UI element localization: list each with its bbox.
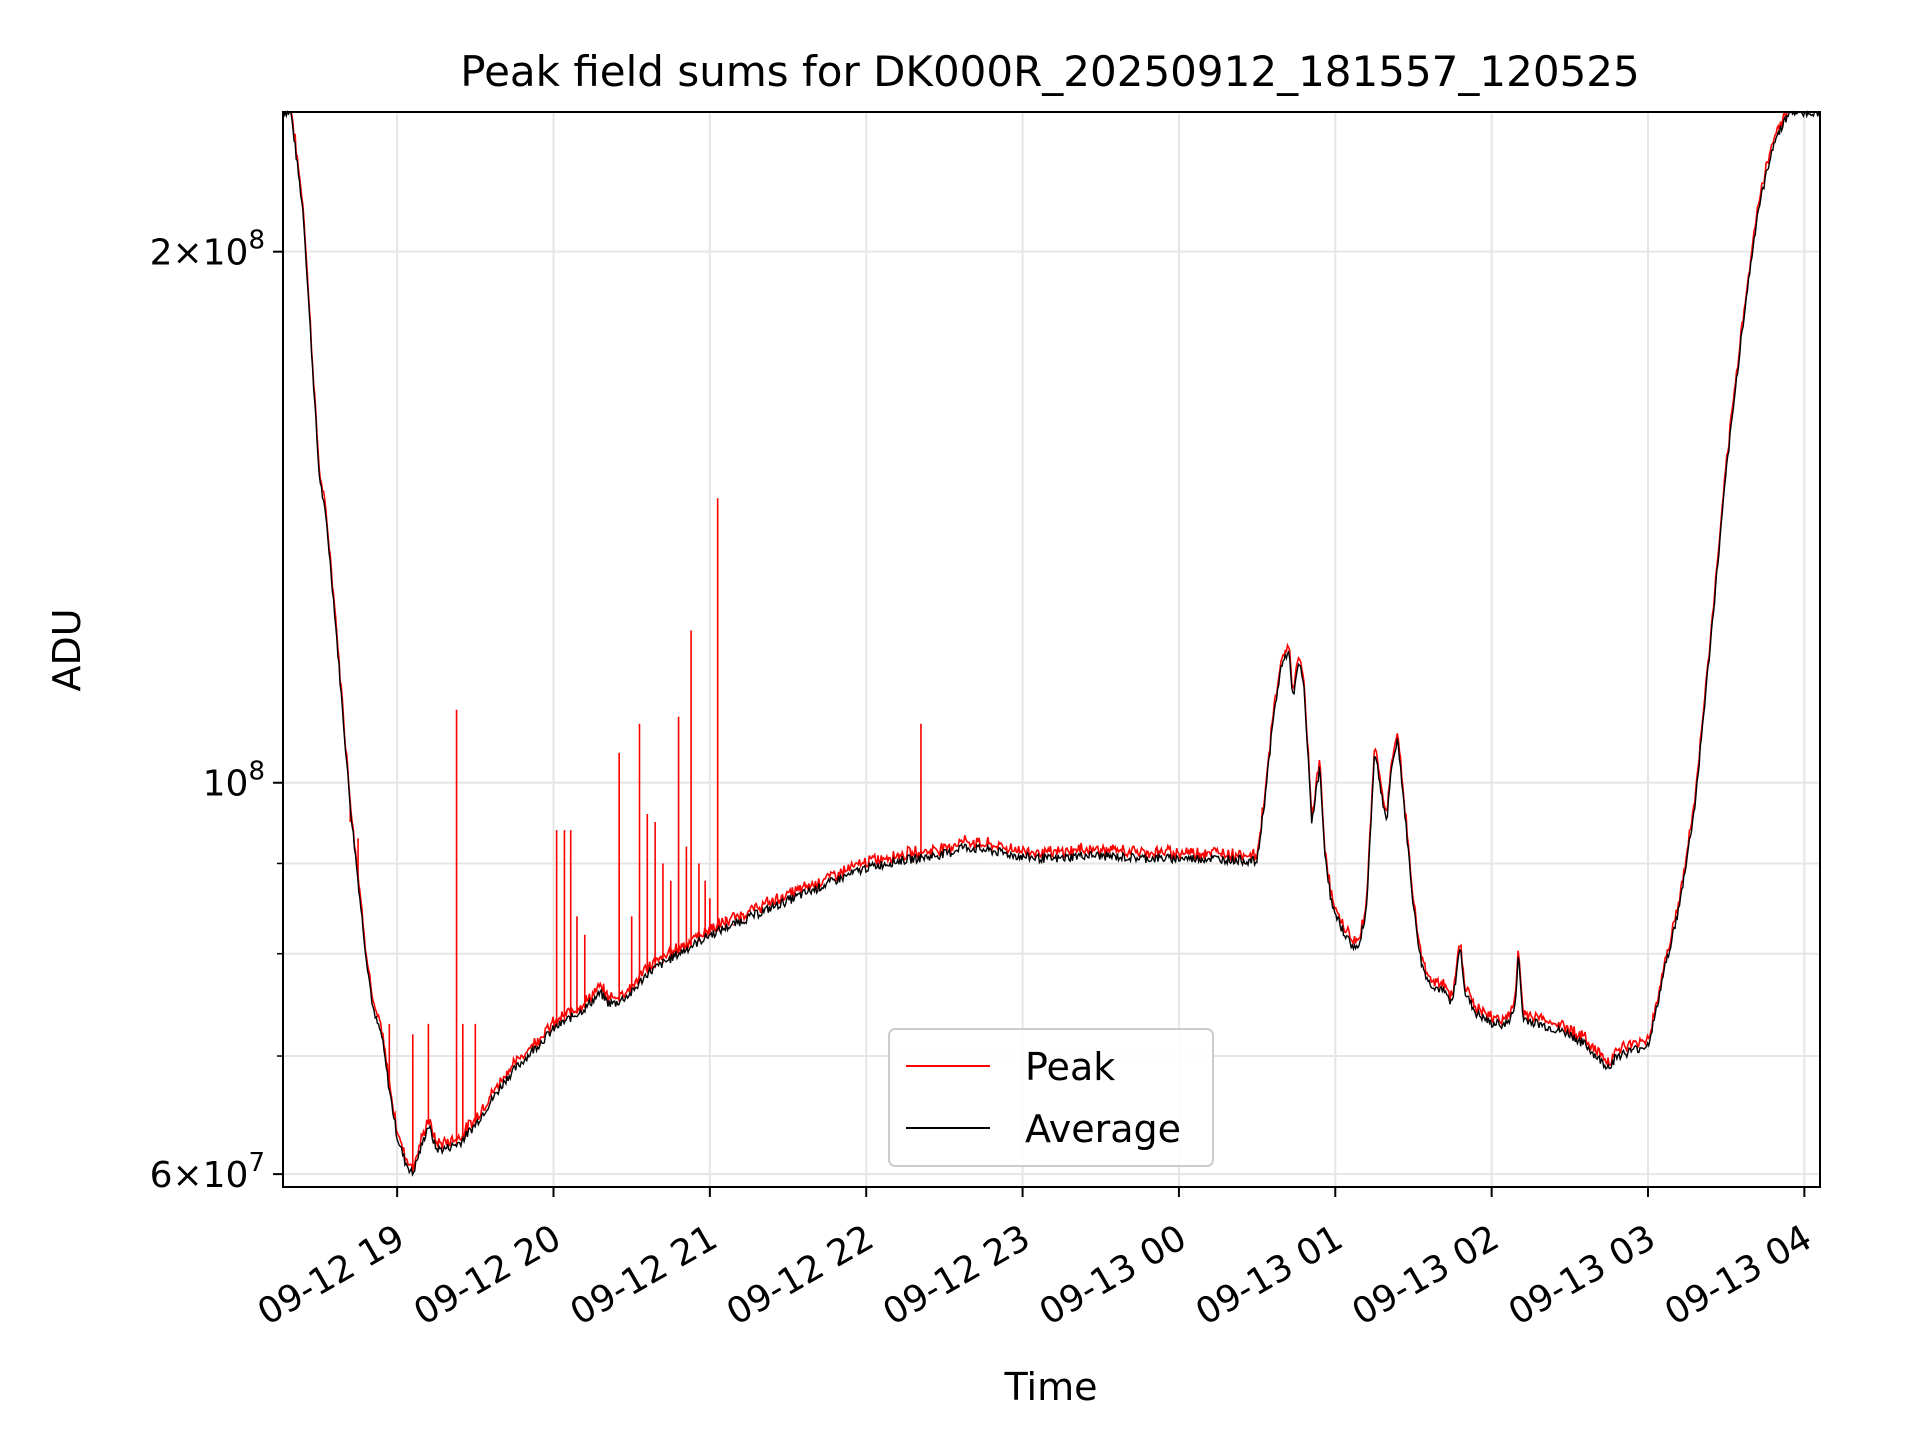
average-series-line — [282, 110, 1820, 1177]
legend-average-label: Average — [1025, 1107, 1181, 1151]
legend: Peak Average — [888, 1028, 1214, 1167]
y-axis-label: ADU — [45, 608, 89, 691]
peak-series-line — [283, 111, 1820, 1172]
x-tick-label: 09-12 20 — [407, 1217, 568, 1333]
y-tick-label: 2×108 — [150, 226, 265, 274]
y-tick-label: 6×107 — [150, 1148, 265, 1196]
x-tick-label: 09-12 19 — [251, 1217, 412, 1333]
y-tick-label: 108 — [203, 757, 265, 805]
legend-box — [888, 1028, 1214, 1167]
legend-peak-label: Peak — [1025, 1045, 1115, 1089]
x-tick-label: 09-13 03 — [1502, 1217, 1663, 1333]
x-tick-label: 09-12 23 — [876, 1217, 1037, 1333]
x-tick-label: 09-13 04 — [1658, 1217, 1819, 1333]
chart-title: Peak field sums for DK000R_20250912_1815… — [460, 47, 1639, 96]
grid-layer — [283, 112, 1820, 1187]
series-layer — [282, 110, 1820, 1177]
x-tick-label: 09-13 01 — [1189, 1217, 1350, 1333]
y-axis: 6×107 108 2×108 — [150, 226, 283, 1196]
x-tick-label: 09-12 21 — [564, 1217, 725, 1333]
x-axis-label: Time — [1004, 1365, 1098, 1409]
x-tick-label: 09-12 22 — [720, 1217, 881, 1333]
x-tick-label: 09-13 02 — [1345, 1217, 1506, 1333]
plot-frame — [282, 111, 1821, 1188]
x-tick-label: 09-13 00 — [1033, 1217, 1194, 1333]
